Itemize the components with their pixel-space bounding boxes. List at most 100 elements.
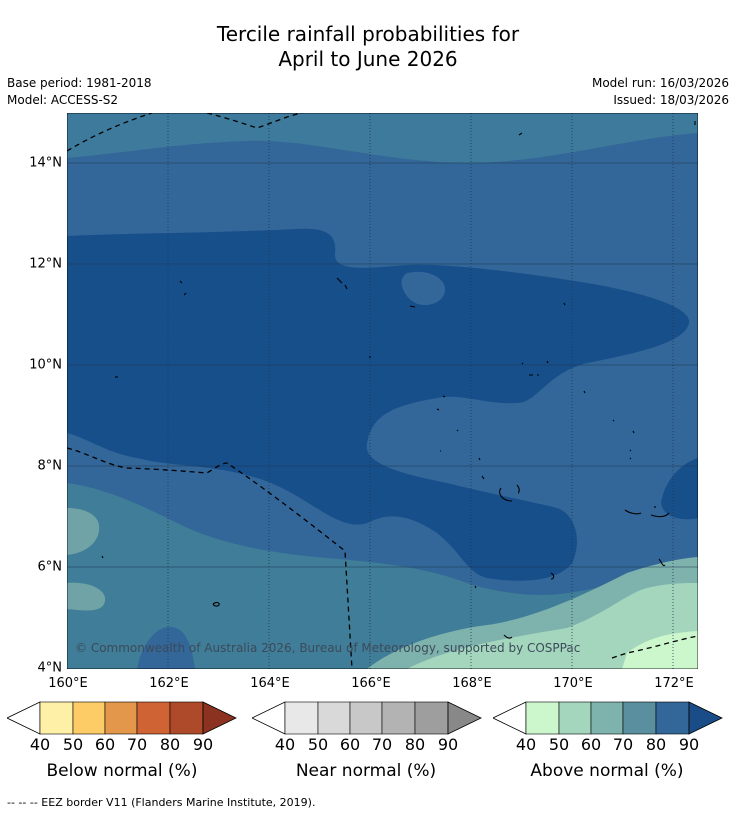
legend-above-swatch-80 [622,701,657,735]
legend-near-swatch-50 [284,701,319,735]
legend-below-tick-90: 90 [192,735,214,754]
legend-near-title: Near normal (%) [295,761,437,781]
legend-above-tick-90: 90 [678,735,700,754]
x-label-164e: 164°E [250,676,290,691]
model-run: Model run: 16/03/2026 [591,76,729,90]
legend-below-normal [7,701,237,735]
base-period: Base period: 1981-2018 [7,76,152,90]
legend-near-tick-90: 90 [437,735,459,754]
legend-near-tick-80: 80 [404,735,426,754]
eez-top-left [66,112,153,152]
island [518,132,523,136]
x-label-170e: 170°E [553,676,593,691]
region-green-bottom [407,583,698,669]
legend-above-swatch-60 [558,701,592,735]
legend-below-swatch-90 [169,701,204,735]
y-label-8n: 8°N [37,458,63,474]
island [212,601,220,607]
y-label-4n: 4°N [37,660,63,676]
legend-above-arrow-left [493,701,527,735]
x-label-168e: 168°E [452,676,492,691]
island [563,302,566,306]
legend-above-bar [493,701,723,735]
island [481,475,520,502]
legend-near-swatch-60 [317,701,351,735]
x-label-166e: 166°E [351,676,391,691]
map-svg [66,112,699,670]
eez-bottom-right [611,635,699,659]
region-dark-main [67,228,690,581]
legend-near-tick-70: 70 [371,735,393,754]
meta-right: Model run: 16/03/2026 Issued: 18/03/2026 [592,75,729,109]
island [612,419,635,434]
legend-near-tick-40: 40 [274,735,296,754]
graticule-lat [67,162,698,568]
legend-near-tick-50: 50 [307,735,329,754]
island [550,572,555,580]
legend-near-arrow-left [252,701,286,735]
y-label-10n: 10°N [29,357,62,373]
island [456,429,459,432]
legend-near-bar [252,701,482,735]
eez-footnote: -- -- -- EEZ border V11 (Flanders Marine… [7,796,316,809]
legend-below-bar [7,701,237,735]
legend-near-swatch-70 [349,701,383,735]
island [179,280,187,296]
chart-title: Tercile rainfall probabilities for April… [0,22,736,72]
region-teal-left-2 [67,582,106,611]
x-label-172e: 172°E [654,676,694,691]
legend-above-tick-40: 40 [515,735,537,754]
island [436,395,446,411]
legend-above-tick-60: 60 [580,735,602,754]
island [336,277,348,290]
y-label-12n: 12°N [29,256,62,272]
legend-below-tick-80: 80 [159,735,181,754]
legend-below-swatch-60 [72,701,106,735]
islands [101,121,696,639]
legend-above-tick-80: 80 [645,735,667,754]
region-lightgreen-corner [622,631,698,669]
island [629,449,632,460]
island [474,585,513,639]
legend-near-normal [252,701,482,735]
legend-above-swatch-50 [525,701,560,735]
legend-above-normal [493,701,723,735]
legend-above-swatch-70 [590,701,624,735]
rainfall-map: © Commonwealth of Australia 2026, Bureau… [66,112,699,670]
island [658,558,666,567]
legend-near-swatch-80 [381,701,416,735]
x-label-162e: 162°E [149,676,189,691]
title-line-1: Tercile rainfall probabilities for [216,22,520,46]
legend-below-arrow-right [202,701,237,735]
legend-above-swatch-90 [655,701,690,735]
eez-line-main [66,447,353,670]
legend-above-tick-70: 70 [612,735,634,754]
legend-below-tick-70: 70 [126,735,148,754]
legend-below-swatch-80 [136,701,171,735]
island [440,450,481,461]
copyright-text: © Commonwealth of Australia 2026, Bureau… [75,641,581,655]
region-dark-bottom-left [137,626,195,669]
legend-above-arrow-right [688,701,723,735]
y-label-14n: 14°N [29,155,62,171]
meta-left: Base period: 1981-2018 Model: ACCESS-S2 [7,75,152,109]
legend-below-arrow-left [7,701,41,735]
x-label-160e: 160°E [48,676,88,691]
island [521,360,549,365]
legend-above-tick-50: 50 [548,735,570,754]
region-bay [401,271,446,306]
region-dark-right [661,458,698,520]
legend-below-tick-40: 40 [29,735,51,754]
region-teal-left-1 [67,508,100,555]
region-top-band [67,113,698,163]
legend-below-swatch-50 [39,701,74,735]
legend-below-title: Below normal (%) [46,761,198,781]
island [624,509,670,518]
eez-borders [66,112,699,670]
legend-below-swatch-70 [104,701,138,735]
legend-above-title: Above normal (%) [530,761,684,781]
issued-date: Issued: 18/03/2026 [613,93,729,107]
legend-below-tick-60: 60 [94,735,116,754]
island [101,555,104,559]
legend-near-swatch-90 [414,701,449,735]
